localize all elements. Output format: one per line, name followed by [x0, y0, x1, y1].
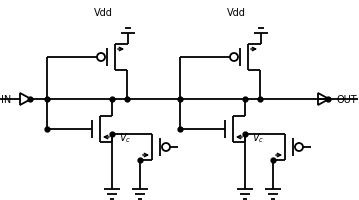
Text: Vdd: Vdd: [94, 8, 112, 18]
Text: OUT: OUT: [336, 95, 357, 104]
Text: Vdd: Vdd: [227, 8, 246, 18]
Text: IN: IN: [1, 95, 11, 104]
Text: $V_c$: $V_c$: [119, 130, 131, 144]
Text: $V_c$: $V_c$: [252, 130, 264, 144]
